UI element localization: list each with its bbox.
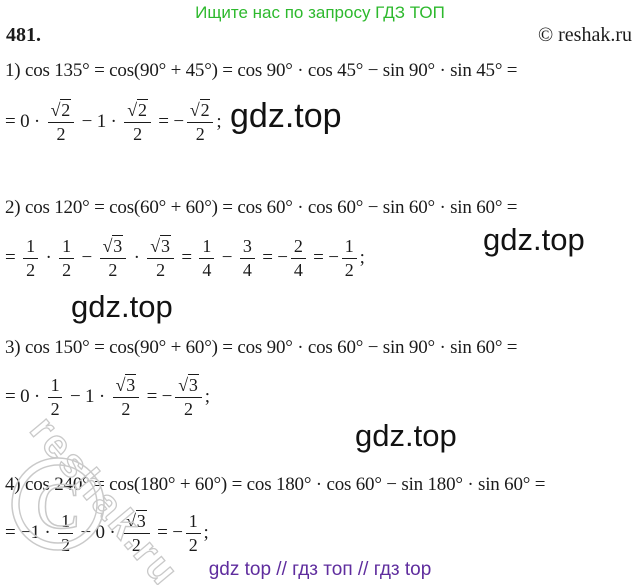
fraction: √2 2 — [186, 99, 214, 144]
gdz-top-watermark: gdz.top — [355, 418, 457, 453]
math-text: 1) cos 135° = cos(90° + 45°) = cos 90° ·… — [5, 60, 518, 81]
fraction: √3 2 — [112, 374, 140, 419]
math-text: ; — [203, 522, 209, 543]
math-text: = 0 · — [5, 386, 45, 407]
stamp-letter: C — [36, 470, 80, 543]
fraction: √2 2 — [124, 99, 151, 144]
math-text: = −1 · — [5, 522, 56, 543]
copyright-label: © reshak.ru — [537, 24, 632, 46]
copyright-stamp-icon: C — [11, 457, 105, 551]
math-text: 3) cos 150° = cos(90° + 60°) = cos 90° ·… — [5, 337, 518, 358]
math-text: · — [40, 247, 57, 268]
gdz-top-watermark: gdz.top — [230, 97, 342, 135]
math-text: ; — [359, 247, 365, 268]
math-line-3: 2) cos 120° = cos(60° + 60°) = cos 60° ·… — [5, 197, 518, 219]
math-line-7: 4) cos 240° = cos(180° + 60°) = cos 180°… — [5, 474, 545, 496]
math-text: − — [76, 247, 97, 268]
fraction: √3 2 — [175, 374, 202, 419]
math-text: = − — [152, 522, 183, 543]
math-line-1: 1) cos 135° = cos(90° + 45°) = cos 90° ·… — [5, 60, 518, 82]
math-text: = 0 · — [5, 111, 45, 132]
math-text: − — [217, 247, 237, 268]
math-text: = − — [153, 111, 184, 132]
math-text: = − — [308, 247, 339, 268]
math-text: · — [129, 247, 145, 268]
gdz-top-watermark: gdz.top — [483, 222, 585, 257]
math-text: ; — [204, 386, 210, 407]
math-text: ; — [216, 111, 222, 132]
math-text: = — [5, 247, 21, 268]
problem-number: 481. — [6, 24, 41, 46]
footer-watermark-text: gdz top // гдз топ // гдз top — [208, 559, 432, 580]
promo-banner-text: Ищите нас по запросу ГДЗ ТОП — [195, 3, 445, 22]
math-text: 4) cos 240° = cos(180° + 60°) = cos 180°… — [5, 474, 546, 495]
math-line-5: 3) cos 150° = cos(90° + 60°) = cos 90° ·… — [5, 337, 518, 359]
fraction: √2 2 — [47, 99, 75, 144]
math-text: − 1 · — [65, 386, 110, 407]
math-text: = − — [257, 247, 288, 268]
math-text: − 0 · — [75, 522, 121, 543]
gdz-top-watermark: gdz.top — [71, 289, 173, 324]
math-text: = − — [142, 386, 173, 407]
fraction: √3 2 — [99, 235, 127, 280]
math-text: = — [176, 247, 197, 268]
math-text: − 1 · — [77, 111, 122, 132]
fraction: √3 2 — [123, 510, 150, 555]
math-line-2: = 0 · √2 2 − 1 · √2 2 = − √2 2; — [5, 94, 222, 150]
fraction: √3 2 — [147, 235, 174, 280]
math-text: 2) cos 120° = cos(60° + 60°) = cos 60° ·… — [5, 197, 518, 218]
